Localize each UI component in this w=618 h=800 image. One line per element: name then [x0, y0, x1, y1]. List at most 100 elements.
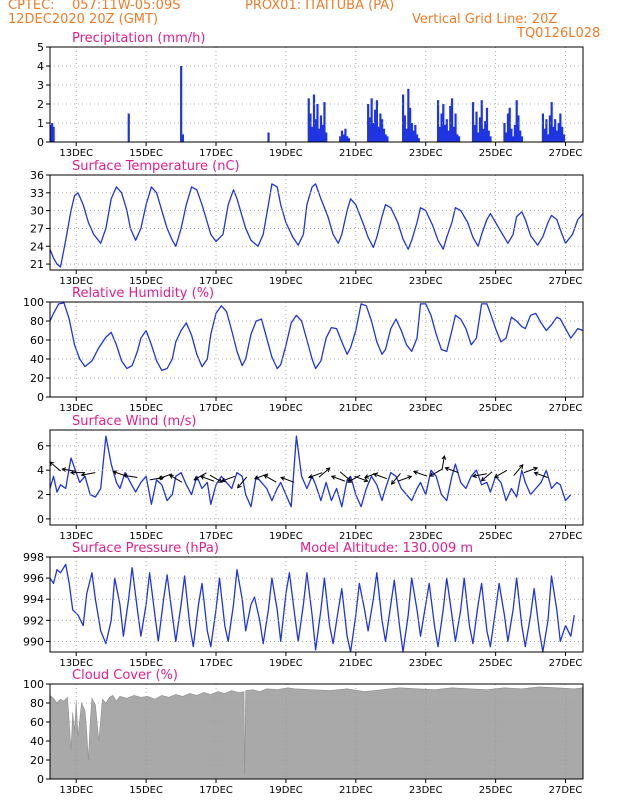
y-tick-label: 40	[30, 735, 44, 748]
x-tick-label: 13DEC	[59, 531, 93, 542]
wind-arrow	[398, 475, 413, 482]
precip-bar	[520, 136, 524, 142]
y-tick-label: 33	[30, 187, 44, 200]
series-line	[49, 435, 572, 508]
y-tick-label: 992	[23, 614, 44, 627]
panel-title: Surface Pressure (hPa)	[72, 541, 219, 556]
cloud-area	[49, 686, 584, 780]
x-tick-label: 13DEC	[59, 403, 93, 414]
x-tick-label: 25DEC	[479, 276, 513, 287]
header-location: PROX01: ITAITUBA (PA)	[245, 0, 395, 13]
precip-bar	[52, 126, 55, 142]
wind-arrow	[199, 475, 215, 482]
panel-5: Cloud Cover (%) 13DEC 15DEC 17DEC 19DEC 21DEC…	[23, 668, 584, 796]
x-tick-label: 23DEC	[409, 403, 443, 414]
precip-bar	[482, 128, 485, 142]
precip-bar	[484, 121, 487, 142]
x-tick-label: 21DEC	[339, 403, 373, 414]
precip-bar	[543, 128, 546, 142]
precip-bar	[307, 98, 310, 142]
precip-bar	[370, 98, 373, 142]
precip-bar	[447, 130, 450, 142]
precip-bar	[381, 119, 384, 142]
wind-arrow	[49, 461, 61, 472]
precip-bar	[473, 124, 476, 142]
precip-bar	[513, 124, 517, 142]
x-tick-label: 21DEC	[339, 785, 373, 796]
panel-title: Surface Temperature (nC)	[72, 159, 240, 174]
x-tick-label: 17DEC	[199, 276, 233, 287]
wind-arrow	[330, 475, 346, 482]
y-tick-label: 2	[37, 489, 44, 502]
y-tick-label: 21	[30, 258, 44, 271]
precip-bar	[410, 123, 413, 142]
y-tick-label: 994	[23, 593, 44, 606]
panel-2: Relative Humidity (%) 13DEC 15DEC 17DEC 19DE…	[23, 286, 584, 414]
x-tick-label: 27DEC	[549, 276, 583, 287]
precip-bar	[548, 115, 551, 142]
precip-bar	[384, 134, 387, 142]
y-tick-label: 100	[23, 678, 44, 691]
precip-bar	[311, 126, 314, 142]
precip-bar	[519, 130, 522, 142]
header-source: CPTEC:	[8, 0, 55, 13]
wind-arrow	[523, 466, 539, 474]
x-tick-label: 15DEC	[129, 403, 163, 414]
panel-1: Surface Temperature (nC) 13DEC 15DEC 17DEC 1…	[30, 159, 584, 287]
y-tick-label: 60	[30, 334, 44, 347]
precip-bar	[552, 126, 555, 142]
x-tick-label: 19DEC	[269, 276, 303, 287]
panel-3: Surface Wind (m/s) 13DEC 15DEC 17DEC 19DEC 21…	[37, 414, 584, 542]
precip-bar	[267, 132, 270, 142]
precip-bar	[450, 98, 454, 142]
precip-bar	[559, 113, 562, 142]
panel-title: Relative Humidity (%)	[72, 286, 214, 301]
precip-bar	[309, 113, 312, 142]
precip-bar	[403, 115, 406, 142]
y-tick-label: 4	[37, 464, 44, 477]
precip-bar	[487, 130, 490, 142]
precip-bar	[449, 105, 452, 142]
y-tick-label: 4	[37, 60, 44, 73]
precip-bar	[346, 136, 349, 142]
precip-bar	[554, 119, 557, 142]
precip-bar	[442, 104, 445, 142]
wind-arrow	[513, 463, 524, 476]
wind-arrow	[444, 466, 459, 474]
x-tick-label: 13DEC	[59, 658, 93, 669]
header-run: 12DEC2020 20Z (GMT)	[8, 12, 159, 27]
x-tick-label: 23DEC	[409, 276, 443, 287]
x-tick-label: 27DEC	[549, 531, 583, 542]
precip-bar	[374, 109, 377, 142]
wind-arrow	[372, 472, 388, 480]
x-tick-label: 27DEC	[549, 658, 583, 669]
y-tick-label: 80	[30, 697, 44, 710]
x-tick-label: 25DEC	[479, 531, 513, 542]
precip-bar	[512, 136, 515, 142]
x-tick-label: 27DEC	[549, 148, 583, 159]
series-line	[49, 563, 575, 653]
x-tick-label: 21DEC	[339, 148, 373, 159]
precip-bar	[382, 128, 385, 142]
header-model: TQ0126L028	[517, 26, 601, 41]
header-grid-note: Vertical Grid Line: 20Z	[412, 12, 558, 27]
y-tick-label: 998	[23, 551, 44, 564]
x-tick-label: 13DEC	[59, 785, 93, 796]
y-tick-label: 3	[37, 79, 44, 92]
precip-bar	[445, 119, 448, 142]
precip-bar	[485, 107, 489, 142]
precip-bar	[347, 138, 351, 142]
x-tick-label: 23DEC	[409, 148, 443, 159]
wind-arrow	[263, 474, 277, 483]
wind-arrow	[390, 473, 401, 485]
precip-bar	[503, 123, 506, 142]
wind-arrow	[347, 474, 361, 483]
y-tick-label: 24	[30, 240, 44, 253]
wind-arrow	[308, 472, 323, 479]
x-tick-label: 19DEC	[269, 148, 303, 159]
wind-arrow	[280, 476, 295, 483]
panel-annotation: Model Altitude: 130.009 m	[300, 541, 473, 556]
precip-bar	[339, 136, 342, 142]
panel-frame	[49, 174, 584, 271]
precip-bar	[505, 132, 508, 142]
